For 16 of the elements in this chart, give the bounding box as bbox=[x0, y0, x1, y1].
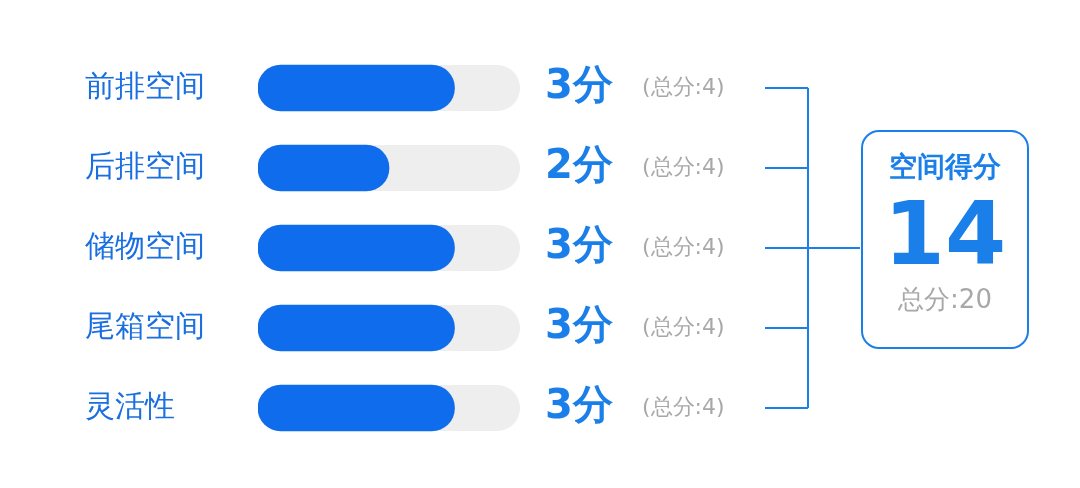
y-tick-label: 后排空间 bbox=[85, 147, 205, 183]
y-tick-label: 灵活性 bbox=[85, 387, 175, 423]
data-label: 3分 bbox=[545, 301, 613, 348]
text: (总分:4) bbox=[642, 313, 725, 339]
text: (总分:4) bbox=[642, 233, 725, 259]
text: (总分:4) bbox=[642, 393, 725, 419]
data-label: 2分 bbox=[545, 141, 613, 188]
score-box: 空间得分 14 总分:20 bbox=[861, 130, 1029, 349]
y-tick-label: 储物空间 bbox=[85, 227, 205, 263]
y-tick-label: 前排空间 bbox=[85, 67, 205, 103]
data-label: 3分 bbox=[545, 381, 613, 428]
data-label: 3分 bbox=[545, 61, 613, 108]
text: (总分:4) bbox=[642, 153, 725, 179]
data-label: 3分 bbox=[545, 221, 613, 268]
y-tick-label: 尾箱空间 bbox=[85, 307, 205, 343]
text: (总分:4) bbox=[642, 73, 725, 99]
